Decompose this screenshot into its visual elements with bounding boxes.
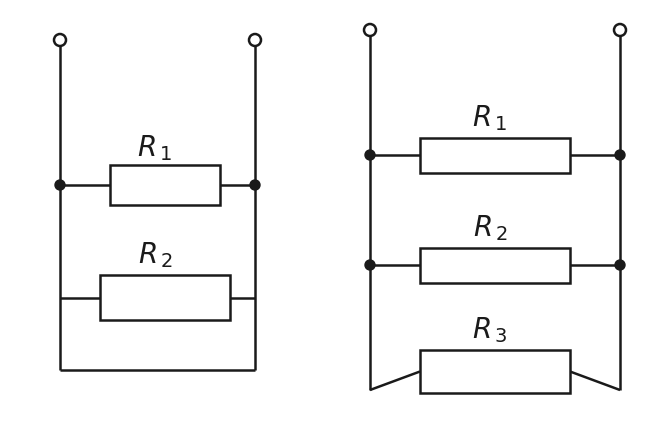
Circle shape <box>54 34 66 46</box>
Circle shape <box>365 260 375 270</box>
Text: $R_{\,2}$: $R_{\,2}$ <box>138 240 172 270</box>
Text: $R_{\,1}$: $R_{\,1}$ <box>473 103 508 133</box>
Circle shape <box>615 260 625 270</box>
Text: $R_{\,3}$: $R_{\,3}$ <box>472 315 508 345</box>
Text: $R_{\,2}$: $R_{\,2}$ <box>473 213 507 243</box>
Text: $R_{\,1}$: $R_{\,1}$ <box>137 133 172 163</box>
Circle shape <box>55 180 65 190</box>
Bar <box>420 350 570 393</box>
Circle shape <box>614 24 626 36</box>
Circle shape <box>615 150 625 160</box>
Bar <box>420 248 570 283</box>
Circle shape <box>365 150 375 160</box>
Bar <box>420 138 570 173</box>
Circle shape <box>364 24 376 36</box>
Circle shape <box>250 180 260 190</box>
Circle shape <box>249 34 261 46</box>
Bar <box>100 275 230 320</box>
Bar <box>110 165 220 205</box>
